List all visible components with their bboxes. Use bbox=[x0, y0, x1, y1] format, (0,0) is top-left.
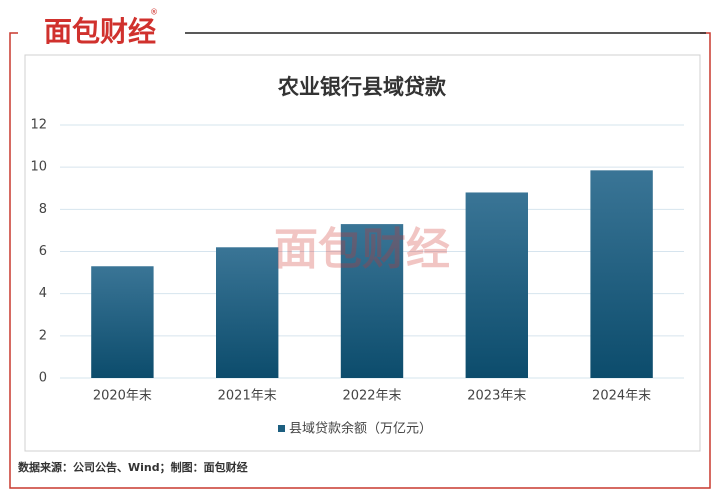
x-tick-label: 2021年末 bbox=[218, 389, 277, 404]
y-tick-label: 4 bbox=[39, 286, 47, 301]
bar bbox=[590, 170, 653, 378]
watermark: 面包财经 bbox=[274, 224, 450, 275]
legend-swatch bbox=[278, 425, 285, 432]
bar bbox=[340, 224, 404, 378]
legend-label: 县域贷款余额（万亿元） bbox=[289, 421, 432, 437]
bar bbox=[465, 192, 528, 378]
logo-bg bbox=[18, 14, 183, 50]
logo: 面包财经 bbox=[44, 15, 156, 48]
registered-mark: ® bbox=[150, 8, 158, 17]
x-tick-label: 2023年末 bbox=[467, 389, 526, 404]
y-tick-label: 12 bbox=[30, 118, 47, 133]
y-tick-label: 10 bbox=[30, 160, 47, 175]
y-tick-label: 6 bbox=[39, 244, 47, 259]
bar bbox=[91, 266, 154, 378]
x-tick-label: 2022年末 bbox=[342, 389, 401, 404]
bar bbox=[216, 247, 279, 378]
x-tick-label: 2020年末 bbox=[93, 389, 152, 404]
y-tick-label: 0 bbox=[39, 371, 47, 386]
y-tick-label: 8 bbox=[39, 202, 47, 217]
y-tick-label: 2 bbox=[39, 328, 47, 343]
chart-title: 农业银行县域贷款 bbox=[277, 75, 447, 99]
plot: 0 2 4 6 8 10 12 2020年末 2021年末 2022年末 2023年末 2024年末县… bbox=[30, 118, 684, 437]
source-note: 数据来源：公司公告、Wind；制图：面包财经 bbox=[18, 460, 248, 474]
x-tick-label: 2024年末 bbox=[592, 389, 651, 404]
